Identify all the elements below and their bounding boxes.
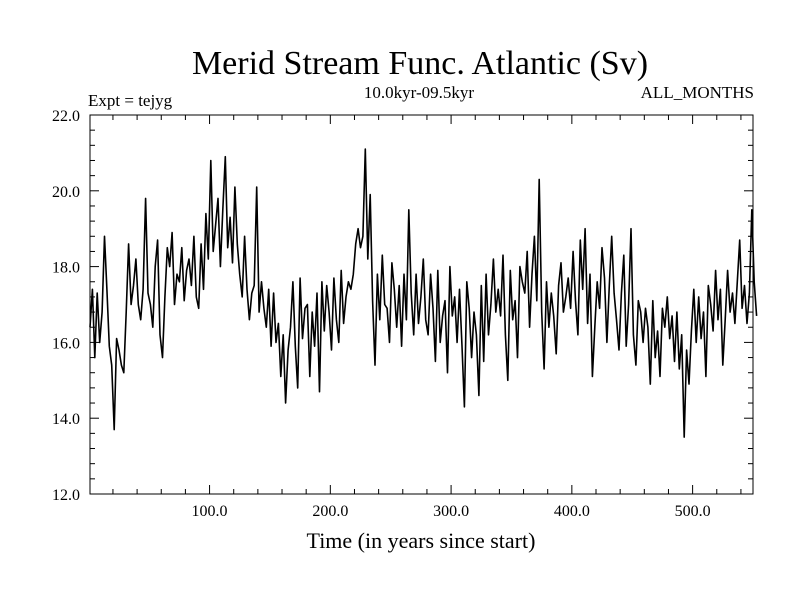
- x-axis-label: Time (in years since start): [307, 528, 536, 553]
- x-axis-tick-labels: 100.0 200.0 300.0 400.0 500.0: [192, 503, 711, 520]
- y-tick-label: 20.0: [52, 184, 80, 201]
- x-tick-label: 100.0: [192, 503, 228, 520]
- chart-title: Merid Stream Func. Atlantic (Sv): [192, 45, 648, 82]
- chart-subtitle: 10.0kyr-09.5kyr: [364, 83, 474, 102]
- plot-frame: [89, 114, 754, 495]
- y-axis-ticks: [90, 129, 753, 480]
- series-line: [89, 148, 758, 438]
- x-tick-label: 300.0: [433, 503, 469, 520]
- y-tick-label: 16.0: [52, 335, 80, 352]
- y-tick-label: 22.0: [52, 108, 80, 125]
- x-axis-ticks: [112, 115, 742, 494]
- y-tick-label: 18.0: [52, 260, 80, 277]
- x-tick-label: 400.0: [554, 503, 590, 520]
- y-axis-tick-labels: 12.0 14.0 16.0 18.0 20.0 22.0: [52, 108, 80, 504]
- y-tick-label: 14.0: [52, 411, 80, 428]
- x-tick-label: 500.0: [675, 503, 711, 520]
- months-label: ALL_MONTHS: [641, 83, 754, 102]
- y-tick-label: 12.0: [52, 487, 80, 504]
- experiment-label: Expt = tejyg: [88, 91, 173, 110]
- x-tick-label: 200.0: [312, 503, 348, 520]
